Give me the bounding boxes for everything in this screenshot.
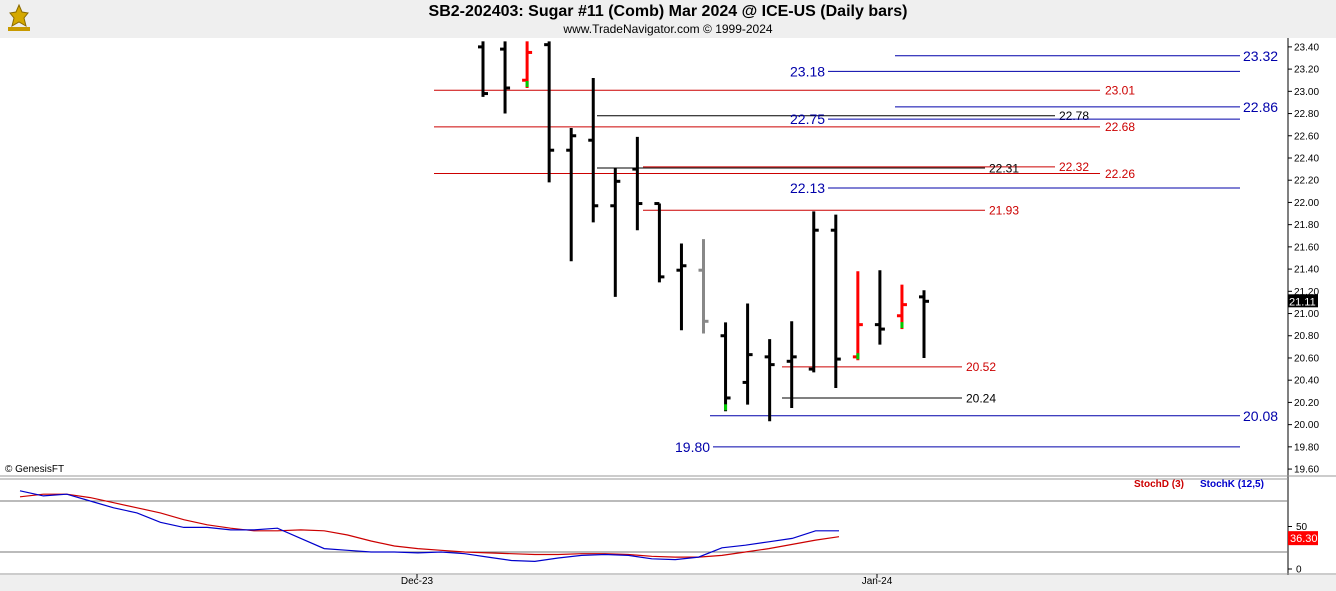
- price-tick-label: 21.80: [1294, 220, 1319, 231]
- level-label: 22.86: [1243, 99, 1278, 115]
- level-label: 19.80: [675, 439, 710, 455]
- level-label: 21.93: [989, 204, 1019, 218]
- level-label: 20.08: [1243, 408, 1278, 424]
- stoch-tick-label: 0: [1296, 565, 1302, 576]
- level-label: 22.13: [790, 180, 825, 196]
- level-label: 23.18: [790, 63, 825, 79]
- price-tick-label: 21.20: [1294, 287, 1319, 298]
- date-tick-label: Jan-24: [862, 576, 893, 587]
- axis-background: [1288, 38, 1336, 591]
- chart-subtitle: www.TradeNavigator.com © 1999-2024: [563, 22, 773, 36]
- price-bars: [478, 41, 929, 422]
- date-tick-label: Dec-23: [401, 576, 434, 587]
- level-label: 22.32: [1059, 160, 1089, 174]
- stochastic-panel: 50 0 StochD (3) StochK (12,5) 36.30: [0, 479, 1318, 576]
- date-axis-background: [0, 575, 1336, 591]
- level-label: 22.26: [1105, 167, 1135, 181]
- last-price-label: 21.11: [1289, 296, 1316, 308]
- watermark: © GenesisFT: [5, 464, 64, 475]
- price-tick-label: 22.40: [1294, 153, 1319, 164]
- price-tick-label: 19.60: [1294, 465, 1319, 476]
- price-tick-label: 22.60: [1294, 131, 1319, 142]
- legend-stochk: StochK (12,5): [1200, 479, 1264, 490]
- price-tick-label: 21.60: [1294, 242, 1319, 253]
- stoch-series-line: [19, 490, 839, 563]
- level-label: 23.01: [1105, 84, 1135, 98]
- price-tick-label: 23.20: [1294, 65, 1319, 76]
- price-tick-label: 20.00: [1294, 420, 1319, 431]
- stoch-tick-label: 50: [1296, 522, 1308, 533]
- price-tick-label: 23.00: [1294, 87, 1319, 98]
- price-tick-label: 21.40: [1294, 265, 1319, 276]
- price-tick-label: 21.00: [1294, 309, 1319, 320]
- stoch-series-line: [19, 493, 840, 558]
- level-label: 23.32: [1243, 48, 1278, 64]
- price-tick-label: 22.00: [1294, 198, 1319, 209]
- price-tick-label: 22.80: [1294, 109, 1319, 120]
- stoch-last-badge: [1288, 531, 1318, 546]
- chart-frame: [0, 38, 1336, 591]
- level-label: 22.75: [790, 111, 825, 127]
- price-tick-label: 23.40: [1294, 42, 1319, 53]
- price-tick-label: 20.40: [1294, 376, 1319, 387]
- stoch-last-label: 36.30: [1290, 533, 1318, 545]
- price-tick-label: 22.20: [1294, 176, 1319, 187]
- logo-icon: [4, 2, 34, 34]
- price-axis: 23.40 23.20 23.00 22.80 22.60 22.40 22.20 22.00…: [1288, 42, 1319, 476]
- level-label: 22.68: [1105, 120, 1135, 134]
- chart-header: SB2-202403: Sugar #11 (Comb) Mar 2024 @ …: [0, 0, 1336, 38]
- legend-stochd: StochD (3): [1134, 479, 1184, 490]
- date-axis: Dec-23 Jan-24: [401, 574, 893, 587]
- price-tick-label: 19.80: [1294, 442, 1319, 453]
- last-price-badge: [1288, 294, 1318, 308]
- level-label: 22.78: [1059, 109, 1089, 123]
- level-label: 20.52: [966, 360, 996, 374]
- price-tick-label: 20.80: [1294, 331, 1319, 342]
- level-label: 20.24: [966, 391, 996, 405]
- price-tick-label: 20.60: [1294, 353, 1319, 364]
- price-tick-label: 20.20: [1294, 398, 1319, 409]
- level-lines: 23.32 23.18 23.01 22.86 22.78 22.75 22.68 22.32…: [434, 48, 1278, 455]
- chart-title: SB2-202403: Sugar #11 (Comb) Mar 2024 @ …: [428, 3, 908, 20]
- level-label: 22.31: [989, 161, 1019, 175]
